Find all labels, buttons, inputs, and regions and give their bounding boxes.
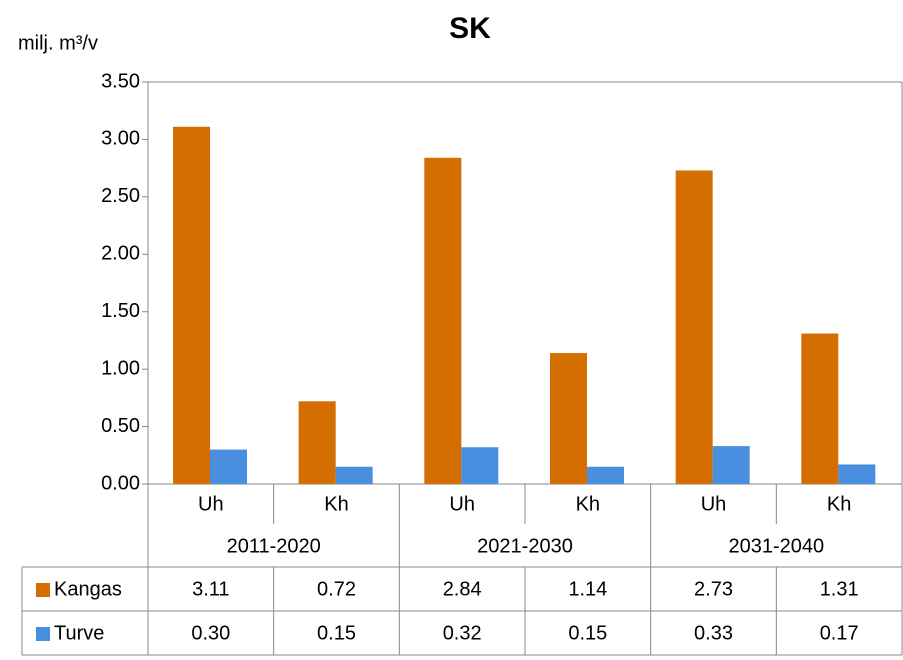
y-tick-label: 0.00	[101, 472, 140, 494]
x-tick-label: Uh	[198, 493, 224, 515]
group-label: 2021-2030	[477, 535, 573, 557]
table-value: 0.72	[317, 578, 356, 600]
x-tick-label: Uh	[701, 493, 727, 515]
legend-label: Kangas	[54, 578, 122, 600]
x-tick-label: Kh	[576, 493, 600, 515]
group-label: 2031-2040	[729, 535, 825, 557]
table-value: 2.73	[694, 578, 733, 600]
y-tick-label: 3.00	[101, 128, 140, 150]
y-axis-label: milj. m³/v	[18, 32, 98, 54]
legend-label: Turve	[54, 622, 104, 644]
x-tick-label: Uh	[449, 493, 475, 515]
table-value: 0.15	[317, 622, 356, 644]
bar	[298, 401, 336, 484]
y-tick-label: 1.50	[101, 300, 140, 322]
table-value: 2.84	[443, 578, 482, 600]
table-value: 1.14	[568, 578, 607, 600]
legend-swatch	[36, 627, 50, 641]
table-value: 1.31	[820, 578, 859, 600]
table-value: 0.17	[820, 622, 859, 644]
y-tick-label: 2.50	[101, 185, 140, 207]
bar	[210, 449, 247, 484]
group-label: 2011-2020	[227, 535, 321, 557]
bar	[801, 333, 839, 484]
table-value: 0.33	[694, 622, 733, 644]
bar	[335, 466, 373, 484]
x-tick-label: Kh	[324, 493, 348, 515]
table-value: 0.30	[191, 622, 230, 644]
table-value: 3.11	[192, 578, 229, 600]
y-tick-label: 0.50	[101, 415, 140, 437]
bar	[550, 353, 587, 484]
table-value: 0.15	[568, 622, 607, 644]
bar	[424, 157, 462, 484]
x-tick-label: Kh	[827, 493, 851, 515]
chart-title: SK	[449, 12, 491, 45]
table-value: 0.32	[443, 622, 482, 644]
bar	[675, 170, 713, 484]
legend-swatch	[36, 583, 50, 597]
y-tick-label: 3.50	[101, 70, 140, 92]
bar	[587, 466, 624, 484]
y-tick-label: 2.00	[101, 243, 140, 265]
bar	[838, 464, 876, 484]
y-tick-label: 1.00	[101, 357, 140, 379]
bar	[173, 126, 210, 485]
bar	[712, 446, 750, 484]
bar	[461, 447, 499, 484]
